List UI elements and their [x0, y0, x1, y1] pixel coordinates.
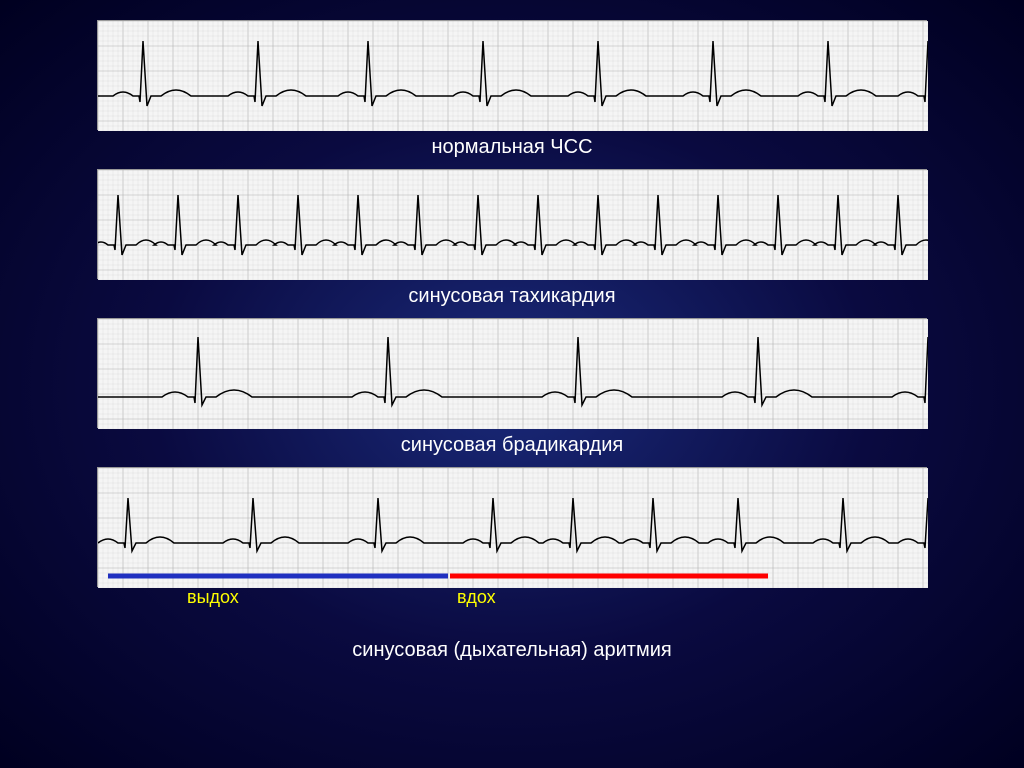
ecg-strip-arrhythmia	[97, 467, 927, 587]
phase-label-exhale: выдох	[187, 587, 239, 608]
label-tachycardia: синусовая тахикардия	[408, 285, 615, 308]
ecg-strip-tachycardia	[97, 169, 927, 279]
phase-label-inhale: вдох	[457, 587, 496, 608]
phase-label-row: выдох вдох	[97, 587, 927, 611]
label-bradycardia: синусовая брадикардия	[401, 434, 623, 457]
label-arrhythmia: синусовая (дыхательная) аритмия	[352, 639, 671, 662]
ecg-strip-bradycardia	[97, 318, 927, 428]
ecg-strip-normal	[97, 20, 927, 130]
ecg-container: нормальная ЧСС синусовая тахикардия сину…	[0, 20, 1024, 662]
label-normal: нормальная ЧСС	[431, 136, 592, 159]
